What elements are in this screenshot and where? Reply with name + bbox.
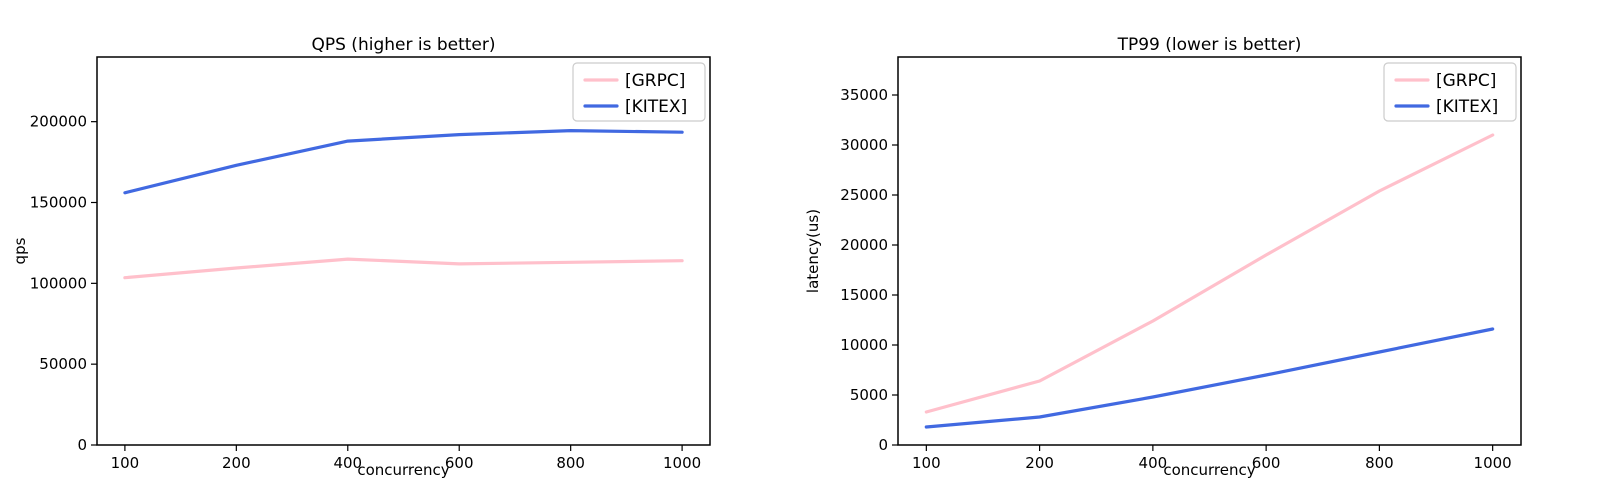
qps-x-tick-label: 400 bbox=[333, 454, 362, 472]
tp99-plot-frame bbox=[897, 56, 1522, 446]
qps-x-tick-label: 200 bbox=[222, 454, 251, 472]
tp99-x-tick-label: 400 bbox=[1139, 454, 1168, 472]
tp99-grpc-line bbox=[924, 133, 1495, 414]
qps-y-tick-label: 0 bbox=[77, 436, 87, 454]
tp99-x-tick-label: 800 bbox=[1365, 454, 1394, 472]
tp99-y-tick-label: 35000 bbox=[840, 86, 888, 104]
qps-y-tick-label: 150000 bbox=[30, 194, 87, 212]
tp99-legend-kitex-label: [KITEX] bbox=[1436, 97, 1498, 117]
qps-x-tick-label: 100 bbox=[111, 454, 140, 472]
qps-grpc-line bbox=[123, 257, 684, 280]
tp99-x-axis-label: concurrency bbox=[1163, 461, 1255, 479]
tp99-y-tick-label: 0 bbox=[878, 436, 888, 454]
qps-chart-title: QPS (higher is better) bbox=[311, 35, 495, 55]
qps-kitex-line bbox=[123, 129, 684, 195]
tp99-chart-title: TP99 (lower is better) bbox=[1117, 35, 1302, 55]
tp99-y-tick-label: 10000 bbox=[840, 336, 888, 354]
qps-legend-grpc-label: [GRPC] bbox=[625, 71, 685, 91]
tp99-legend-grpc-label: [GRPC] bbox=[1436, 71, 1496, 91]
qps-x-tick-label: 1000 bbox=[663, 454, 701, 472]
qps-y-tick-label: 200000 bbox=[30, 113, 87, 131]
tp99-chart: 100 200 400 600 800 1000050001000015000200002… bbox=[804, 35, 1522, 479]
qps-x-axis-label: concurrency bbox=[357, 461, 449, 479]
tp99-y-tick-label: 15000 bbox=[840, 286, 888, 304]
tp99-legend: [GRPC] [KITEX] bbox=[1383, 62, 1517, 122]
qps-legend-kitex-label: [KITEX] bbox=[625, 97, 687, 117]
tp99-y-tick-label: 30000 bbox=[840, 136, 888, 154]
tp99-y-axis-label: latency(us) bbox=[804, 209, 822, 293]
tp99-y-tick-label: 5000 bbox=[850, 386, 888, 404]
qps-y-tick-label: 100000 bbox=[30, 274, 87, 292]
qps-y-tick-label: 50000 bbox=[39, 355, 87, 373]
qps-legend: [GRPC] [KITEX] bbox=[572, 62, 706, 122]
qps-y-axis-label: qps bbox=[11, 237, 29, 264]
tp99-x-tick-label: 200 bbox=[1025, 454, 1054, 472]
qps-x-tick-label: 800 bbox=[556, 454, 585, 472]
tp99-kitex-line bbox=[924, 327, 1495, 429]
qps-chart: 100 200 400 600 800 1000 0 50000 100000 150000 200… bbox=[11, 35, 711, 479]
tp99-x-tick-label: 1000 bbox=[1474, 454, 1512, 472]
tp99-y-tick-label: 25000 bbox=[840, 186, 888, 204]
qps-x-tick-label: 600 bbox=[445, 454, 474, 472]
qps-plot-frame bbox=[96, 56, 711, 446]
tp99-x-tick-label: 100 bbox=[912, 454, 941, 472]
tp99-y-tick-label: 20000 bbox=[840, 236, 888, 254]
tp99-x-tick-label: 600 bbox=[1252, 454, 1281, 472]
